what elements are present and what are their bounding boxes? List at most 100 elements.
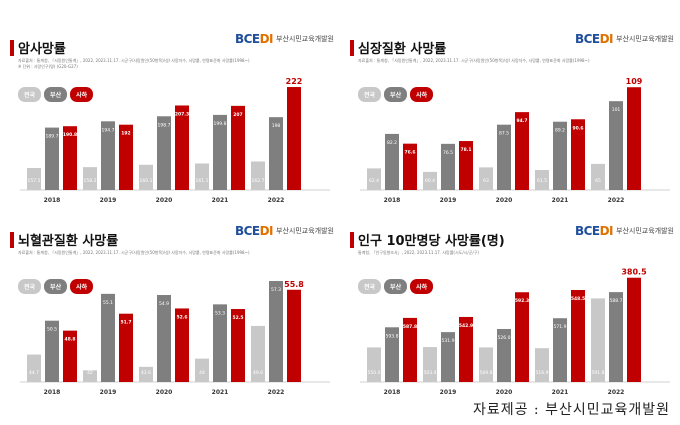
bar-전국-2021 (195, 163, 209, 190)
value-label: 158.2 (84, 178, 97, 184)
bar-전국-2019 (83, 370, 97, 382)
logo-mark-prefix: BCE (234, 32, 260, 46)
bar-사하-2022 (287, 289, 301, 382)
logo: BCEDI 부산시민교육개발원 (575, 224, 674, 238)
bar-부산-2022 (269, 281, 283, 382)
bar-사하-2021 (231, 309, 245, 382)
bar-부산-2021 (213, 304, 227, 382)
value-label: 90.6 (572, 125, 583, 131)
bar-전국-2020 (479, 167, 493, 190)
logo-name: 부산시민교육개발원 (616, 227, 674, 235)
bar-전국-2018 (27, 168, 41, 190)
value-label: 550.0 (368, 370, 381, 376)
logo: BCEDI 부산시민교육개발원 (575, 32, 674, 46)
logo-name: 부산시민교육개발원 (616, 35, 674, 43)
tick-label: 2020 (496, 389, 513, 396)
tick-label: 2022 (608, 197, 625, 204)
source-note: 자료출처 : 통계청, 「사망원인통계」, 2022, 2023.11.17. … (18, 58, 268, 70)
value-label: 87.5 (499, 131, 509, 137)
value-label: 61.5 (537, 178, 547, 184)
bar-전국-2022 (251, 325, 265, 382)
value-label: 49.6 (253, 370, 263, 376)
logo-mark-accent: DI (259, 224, 274, 238)
legend-item: 사하 (70, 87, 94, 102)
tick-label: 2019 (100, 389, 117, 396)
legend-item: 사하 (410, 279, 434, 294)
bar-부산-2019 (441, 143, 455, 190)
bar-부산-2022 (609, 292, 623, 382)
bar-사하-2018 (63, 126, 77, 190)
value-label: 54.9 (159, 301, 169, 307)
legend-item: 전국 (358, 87, 382, 102)
logo-mark-prefix: BCE (234, 224, 260, 238)
logo-mark-accent: DI (599, 32, 614, 46)
value-label: 160.1 (140, 178, 153, 184)
source-line: 통계청, 「인구동향조사」, 2022, 2023.11.17. 사망률(시도/… (358, 250, 479, 255)
value-label: 78.1 (460, 147, 471, 153)
title-accent (350, 232, 354, 248)
value-label: 531.9 (442, 338, 455, 344)
source-note: 통계청, 「인구동향조사」, 2022, 2023.11.17. 사망률(시도/… (358, 250, 608, 256)
bar-부산-2021 (553, 121, 567, 190)
logo-mark-accent: DI (259, 32, 274, 46)
value-label: 44.7 (29, 370, 39, 376)
source-line: 자료출처 : 통계청, 「사망원인통계」, 2022, 2023.11.17. … (18, 58, 250, 63)
chart-panel-cancer: 암사망률 BCEDI 부산시민교육개발원 자료출처 : 통계청, 「사망원인통계」, … (10, 30, 340, 220)
value-label: 76.5 (443, 150, 453, 156)
title-accent (10, 40, 14, 56)
tick-label: 2022 (268, 197, 285, 204)
chart-title: 인구 10만명당 사망률(명) (358, 234, 505, 249)
bar-전국-2019 (83, 167, 97, 190)
bar-사하-2018 (63, 330, 77, 382)
legend-item: 전국 (18, 279, 42, 294)
source-credit: 자료제공 : 부산시민교육개발원 (472, 402, 670, 418)
bar-부산-2019 (441, 332, 455, 382)
bar-부산-2020 (157, 295, 171, 382)
title-accent (350, 40, 354, 56)
bar-사하-2018 (403, 143, 417, 190)
value-label: 42 (87, 370, 93, 376)
value-label: 42.6 (141, 370, 151, 376)
tick-label: 2020 (496, 197, 513, 204)
value-label: 222 (286, 77, 303, 86)
value-label: 569.8 (480, 370, 493, 376)
tick-label: 2020 (156, 389, 173, 396)
value-label: 55.8 (284, 280, 304, 289)
bar-전국-2019 (423, 347, 437, 382)
bar-사하-2020 (515, 112, 529, 190)
bar-전국-2021 (535, 348, 549, 382)
bar-사하-2019 (119, 313, 133, 382)
bar-chart: 550.0 593.8 587.8 2018 503.4 531.9 542.9 2019 56… (360, 268, 670, 396)
value-label: 82.2 (387, 140, 397, 146)
title-accent (10, 232, 14, 248)
bar-사하-2022 (287, 87, 301, 190)
bar-부산-2022 (609, 101, 623, 190)
bar-전국-2018 (27, 354, 41, 382)
legend: 전국 부산 사하 (18, 87, 94, 102)
bar-부산-2018 (45, 320, 59, 382)
bar-전국-2018 (367, 168, 381, 190)
bar-사하-2020 (175, 105, 189, 190)
tick-label: 2018 (44, 197, 61, 204)
bar-부산-2018 (45, 127, 59, 190)
value-label: 62.4 (369, 178, 379, 184)
tick-label: 2018 (44, 389, 61, 396)
value-label: 53.3 (215, 310, 225, 316)
value-label: 587.8 (403, 324, 417, 330)
value-label: 63 (483, 178, 489, 184)
value-label: 60.4 (425, 178, 435, 184)
value-label: 380.5 (621, 268, 647, 277)
bar-사하-2021 (571, 119, 585, 190)
bar-사하-2022 (627, 87, 641, 190)
value-label: 593.8 (386, 333, 399, 339)
chart-panel-cerebrovascular: 뇌혈관질환 사망률 BCEDI 부산시민교육개발원 자료출처 : 통계청, 「사망원인… (10, 222, 340, 412)
logo: BCEDI 부산시민교육개발원 (235, 224, 334, 238)
tick-label: 2020 (156, 197, 173, 204)
logo-name: 부산시민교육개발원 (276, 227, 334, 235)
value-label: 198.7 (158, 122, 171, 128)
value-label: 591.8 (592, 370, 605, 376)
value-label: 50.5 (47, 327, 57, 333)
chart-title: 암사망률 (18, 42, 66, 57)
tick-label: 2021 (552, 389, 569, 396)
